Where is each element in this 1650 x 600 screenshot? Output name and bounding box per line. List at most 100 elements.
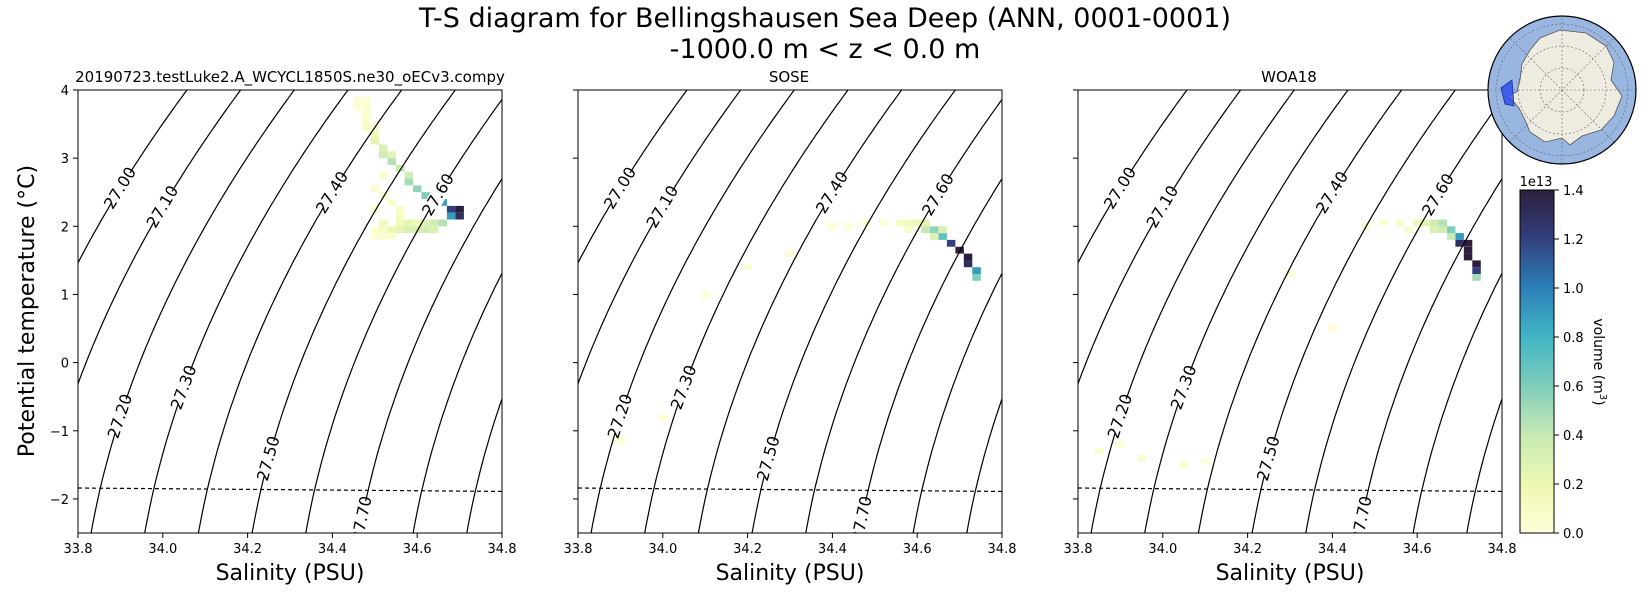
heatmap-cell [658,413,668,421]
density-contour-line [751,90,957,533]
heatmap-cell [785,250,795,257]
density-contour-line [1144,90,1349,533]
density-contour-line [251,90,457,533]
heatmap-cell [421,226,430,234]
heatmap-cell [362,124,371,131]
heatmap-cell [1463,253,1473,261]
x-tick-label: 34.6 [903,542,932,557]
x-tick-label: 34.6 [1403,542,1432,557]
panel-woa18-freezing-line [1077,487,1503,493]
density-contour-label: 27.00 [600,163,640,212]
heatmap-cell [370,185,380,193]
colorbar-label: volume (m3) [1590,318,1608,405]
heatmap-cell [1421,219,1430,227]
density-label-bg [1170,367,1198,408]
x-tick-label: 34.4 [1318,542,1347,557]
density-label-bg [1107,396,1134,436]
heatmap-cell [616,437,625,445]
heatmap-cell [1404,226,1413,234]
heatmap-cell [362,96,371,104]
colorbar-tick-label: 0.6 [1563,380,1584,395]
density-label-bg [816,173,849,213]
density-contour-line [466,398,502,533]
heatmap-cell [370,130,380,138]
panel-woa18-x-label: Salinity (PSU) [1216,561,1365,586]
density-contour-line [144,90,349,533]
density-label-bg [316,173,349,213]
heatmap-cell [362,110,371,118]
heatmap-cell [396,205,405,213]
heatmap-cell [904,226,913,234]
y-tick-label: 4 [61,84,69,99]
freezing-line [577,487,1003,493]
heatmap-cell [1446,233,1456,240]
density-contour-label: 27.40 [1312,168,1352,217]
heatmap-cell [438,219,447,227]
panel-sose-x-label: Salinity (PSU) [716,561,865,586]
panel-model-title: 20190723.testLuke2.A_WCYCL1850S.ne30_oEC… [75,68,505,87]
colorbar-tick-label: 0.0 [1563,527,1584,542]
heatmap-cell [379,219,388,227]
heatmap-cell [972,267,981,274]
heatmap-cell [1201,458,1210,465]
density-contour-line [1197,90,1403,533]
heatmap-cell [1455,239,1464,247]
density-label-bg [607,396,634,436]
density-contour-line [858,178,1002,533]
density-contour-label: 27.70 [348,494,376,543]
panel-woa18-y-ticks [1073,89,1078,500]
heatmap-cell [404,178,413,186]
density-label-bg [756,439,782,479]
heatmap-cell [913,219,922,227]
panel-woa18-x-ticks: 33.8 34.0 34.2 34.4 34.6 34.8 [1064,533,1517,557]
colorbar-tick-label: 1.0 [1563,282,1584,297]
density-contour-label: 27.30 [1167,363,1201,413]
panel-sose-y-ticks [573,89,578,500]
heatmap-cell [955,246,964,254]
density-contour-line [644,90,849,533]
heatmap-cell [370,137,380,145]
panel-sose-freezing-line [577,487,1003,493]
heatmap-cell [396,226,405,234]
density-contour-label: 27.30 [167,363,201,413]
density-label-bg [146,187,179,227]
colorbar-gradient [1519,189,1555,534]
heatmap-cell [421,192,430,199]
x-tick-label: 34.8 [1488,542,1517,557]
density-contour-label: 27.20 [1104,391,1136,440]
panel-sose-heatmap [616,219,981,445]
density-label-bg [256,439,282,479]
y-tick-label: 0 [61,357,69,372]
colorbar-tick-label: 1.2 [1563,233,1584,248]
heatmap-cell [862,219,871,227]
density-contour-label: 27.20 [604,391,636,440]
y-tick-label: −2 [50,493,69,508]
density-contour-label: 27.10 [642,182,682,231]
heatmap-cell [370,226,380,234]
x-tick-label: 34.8 [488,542,517,557]
density-contour-label: 27.40 [312,168,352,217]
freezing-line [1077,487,1503,493]
panel-model-frame [77,89,503,534]
density-label-bg [670,367,698,408]
x-tick-label: 33.8 [564,542,593,557]
density-label-bg [1256,439,1282,479]
x-tick-label: 34.2 [1233,542,1262,557]
panel-sose-title: SOSE [769,68,809,86]
panel-sose-density-contours: 27.00 27.10 27.20 27.30 27.40 27.50 27.60 27.70 [578,90,1002,533]
density-contour-label: 27.60 [1418,170,1458,219]
heatmap-cell [963,253,973,261]
heatmap-cell [379,144,388,152]
heatmap-cell [455,205,464,213]
heatmap-cell [370,233,380,240]
y-tick-label: 3 [61,152,69,167]
density-contour-label: 27.20 [104,391,136,440]
heatmap-cell [379,233,388,240]
density-contour-line [1078,90,1188,264]
heatmap-cell [845,222,854,230]
density-contour-line [90,90,296,533]
heatmap-cell [963,260,973,268]
heatmap-cell [946,239,956,247]
